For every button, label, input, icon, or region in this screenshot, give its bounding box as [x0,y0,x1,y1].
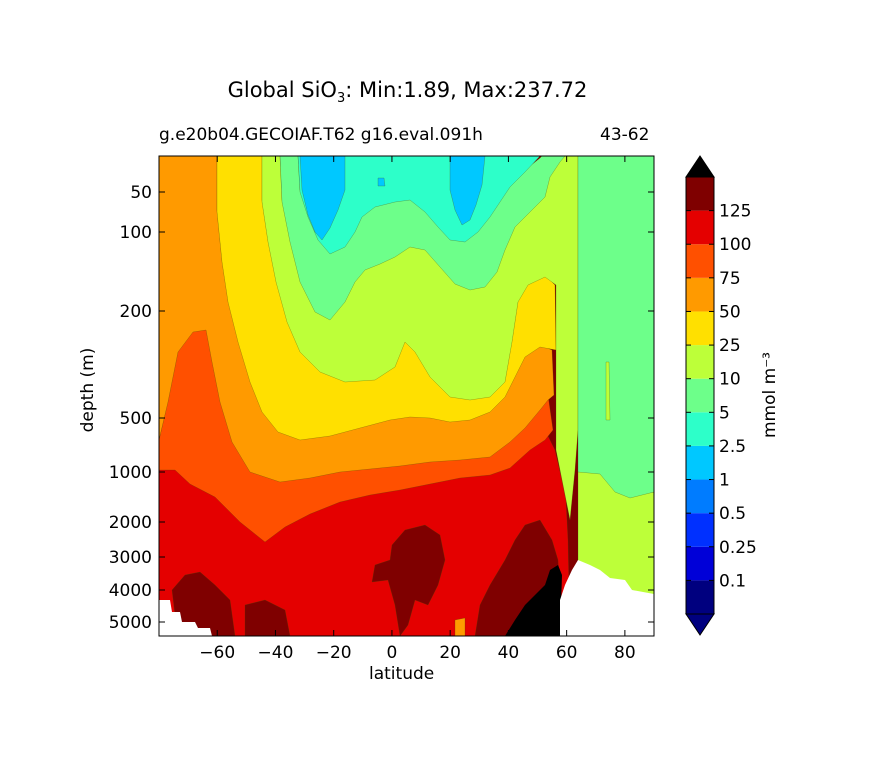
colorbar-frame [685,176,715,615]
colorbar-swatch [686,513,714,547]
colorbar-swatch [686,345,714,379]
colorbar-tick-label: 10 [719,370,741,390]
colorbar-extend-over [685,155,715,178]
y-tick-label: 2000 [109,513,152,533]
year-range: 43-62 [600,125,650,145]
contour-band-gt125-south-b [244,599,291,636]
land-mask-south [159,600,212,636]
colorbar-tick-label: 0.1 [719,571,746,591]
x-tick-label: 40 [498,643,520,663]
y-axis-label: depth (m) [78,347,98,433]
contour-band-1-2.5-east [449,156,486,226]
y-tick-label: 50 [130,183,152,203]
contour-band-1-2.5-west [299,156,346,241]
x-tick-label: −60 [199,643,235,663]
x-tick-label: 80 [614,643,636,663]
colorbar-extend-under [685,613,715,636]
contour-band-1-2.5-spot [377,177,386,187]
colorbar-tick-label: 2.5 [719,437,746,457]
x-tick-label: −20 [316,643,352,663]
colorbar-tick-label: 5 [719,403,730,423]
x-tick-label: −40 [258,643,294,663]
colorbar-swatch [686,479,714,514]
colorbar: 0.1 0.25 0.5 1 2.5 5 10 25 50 75 100 125 [685,155,757,636]
contour-over-range [505,565,562,636]
colorbar-swatch [686,177,714,211]
plot-frame [158,155,655,637]
colorbar-tick-label: 25 [719,336,741,356]
y-tick-label: 1000 [109,463,152,483]
colorbar-tick-label: 75 [719,269,741,289]
colorbar-label: mmol m⁻³ [760,352,780,438]
colorbar-swatch [686,244,714,278]
y-axis-ticks: 50 100 200 500 1000 2000 3000 4000 5000 [109,183,654,633]
x-tick-label: 20 [439,643,461,663]
x-axis-label: latitude [369,664,435,684]
y-tick-label: 200 [120,302,152,322]
x-tick-label: 60 [556,643,578,663]
colorbar-swatch [686,445,714,480]
land-mask-north [560,560,654,636]
arctic-spot [605,361,611,421]
colorbar-swatch [686,412,714,446]
x-axis-ticks: −60 −40 −20 0 20 40 60 80 [199,156,636,663]
colorbar-swatch [686,546,714,581]
colorbar-tick-label: 0.5 [719,504,746,524]
chart-title: Global SiO3: Min:1.89, Max:237.72 [227,78,588,106]
colorbar-swatch [686,378,714,413]
colorbar-tick-label: 125 [719,202,751,222]
colorbar-tick-label: 50 [719,302,741,322]
colorbar-swatch [686,277,714,312]
y-tick-label: 3000 [109,548,152,568]
y-tick-label: 5000 [109,613,152,633]
contour-band-5-10-arctic [577,156,654,499]
y-tick-label: 4000 [109,581,152,601]
y-tick-label: 100 [120,223,152,243]
contour-band-gt125-ne [371,524,446,636]
colorbar-swatch [686,311,714,346]
colorbar-tick-label: 1 [719,471,730,491]
contour-band-50-75-deep [454,617,466,636]
x-tick-label: 0 [387,643,398,663]
colorbar-tick-label: 0.25 [719,538,757,558]
contour-plot [159,156,654,636]
colorbar-swatch [686,210,714,245]
run-name: g.e20b04.GECOIAF.T62 g16.eval.091h [159,125,483,145]
colorbar-tick-label: 100 [719,235,751,255]
colorbar-swatch [686,580,714,614]
y-tick-label: 500 [120,409,152,429]
